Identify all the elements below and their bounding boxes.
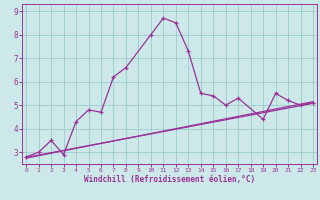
X-axis label: Windchill (Refroidissement éolien,°C): Windchill (Refroidissement éolien,°C) [84, 175, 255, 184]
